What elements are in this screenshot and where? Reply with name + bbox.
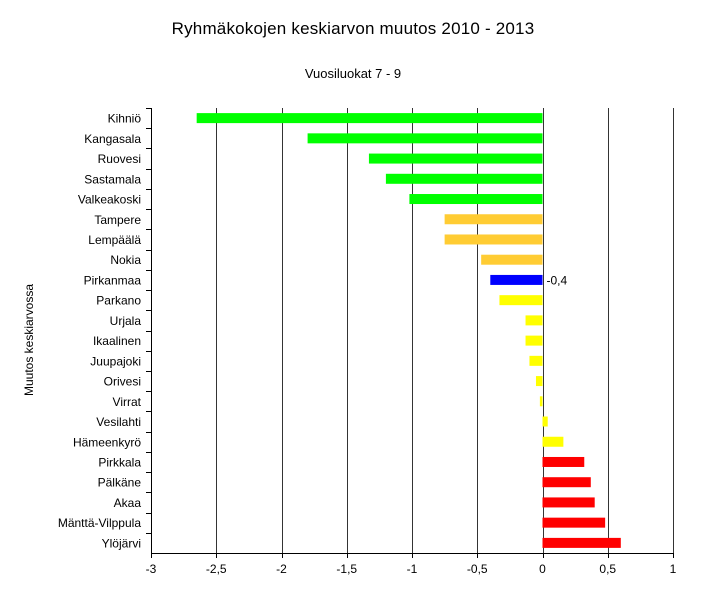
bar [499,295,543,306]
bar [542,537,621,548]
x-tick-label: 0,5 [599,562,616,576]
bar [307,133,543,144]
annotations: -0,4 [547,273,568,287]
category-label: Vesilahti [96,415,141,429]
axes [146,108,674,558]
bar [409,194,543,205]
category-label: Juupajoki [90,354,141,368]
bar [542,436,564,447]
bar [542,497,595,508]
bar [535,376,543,387]
category-label: Parkano [96,294,141,308]
x-tick-label: -2,5 [206,562,227,576]
category-labels: Kihniö Kangasala Ruovesi Sastamala Valkeakos… [58,112,142,551]
bar [539,396,543,407]
category-label: Pälkäne [98,476,142,490]
bar [481,254,543,265]
x-tick-labels: -3 -2,5 -2 -1,5 -1 -0,5 0 0,5 1 [146,562,677,576]
category-label: Lempäälä [88,233,141,247]
category-label: Ruovesi [98,152,141,166]
category-label: Kihniö [108,112,142,126]
data-label: -0,4 [547,273,568,287]
bar [444,214,543,225]
bar [542,456,585,467]
category-label: Pirkkala [98,455,141,469]
bar [542,517,606,528]
category-label: Mänttä-Vilppula [58,516,141,530]
chart-title: Ryhmäkokojen keskiarvon muutos 2010 - 20… [171,19,535,38]
category-label: Hämeenkyrö [73,435,141,449]
bar [196,113,543,124]
bar [525,315,543,326]
category-label: Sastamala [84,172,141,186]
category-label: Ylöjärvi [102,536,141,550]
category-label: Virrat [113,395,142,409]
bar [385,173,543,184]
category-label: Tampere [94,213,141,227]
x-tick-label: -1 [407,562,418,576]
x-tick-label: 0 [539,562,546,576]
x-tick-label: -1,5 [336,562,357,576]
bar [542,477,591,488]
category-label: Valkeakoski [78,193,141,207]
x-tick-label: -0,5 [467,562,488,576]
bar [529,355,543,366]
x-tick-label: 1 [670,562,677,576]
category-label: Orivesi [104,375,141,389]
category-label: Kangasala [84,132,141,146]
bar [542,416,548,427]
bars [196,113,621,548]
bar [368,153,543,164]
bar [444,234,543,245]
bar [525,335,543,346]
category-label: Nokia [110,253,141,267]
category-label: Akaa [114,496,142,510]
category-label: Urjala [110,314,142,328]
category-label: Ikaalinen [93,334,141,348]
x-tick-label: -2 [276,562,287,576]
x-tick-label: -3 [146,562,157,576]
chart-subtitle: Vuosiluokat 7 - 9 [304,66,402,81]
bar [490,274,543,285]
category-label: Pirkanmaa [84,273,142,287]
